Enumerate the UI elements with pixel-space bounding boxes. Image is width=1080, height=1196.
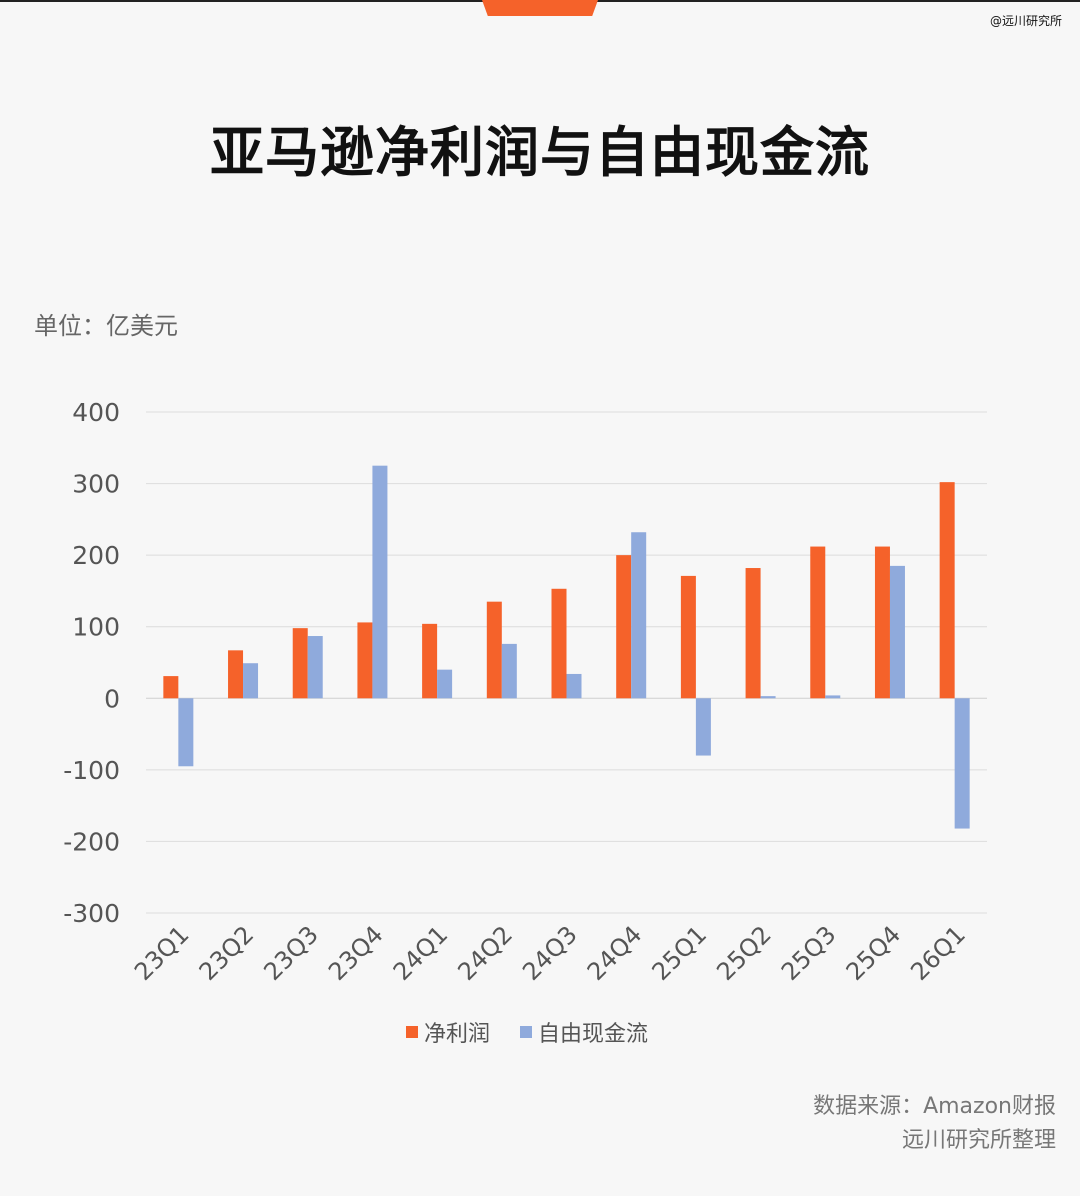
source-note: 数据来源：Amazon财报 远川研究所整理 <box>813 1090 1056 1158</box>
bar-fcf <box>954 698 970 829</box>
y-tick-label: 400 <box>72 398 120 427</box>
bar-fcf <box>631 532 647 699</box>
y-tick-label: 200 <box>72 541 120 570</box>
bar-fcf <box>501 643 517 699</box>
legend-item-fcf: 自由现金流 <box>520 1016 648 1048</box>
x-tick-label: 23Q2 <box>194 920 260 986</box>
bar-fcf <box>307 636 323 699</box>
y-tick-label: 0 <box>104 684 120 713</box>
bar-fcf <box>825 695 841 699</box>
bar-fcf <box>178 698 194 767</box>
bar-net-profit <box>874 546 890 699</box>
x-tick-label: 23Q1 <box>129 920 195 986</box>
bar-fcf <box>566 673 582 699</box>
bar-chart: 400 300 200 100 0 -100 -200 -300 23Q1 23Q2 23Q3 23Q… <box>63 398 987 986</box>
bar-net-profit <box>745 568 761 699</box>
chart-title: 亚马逊净利润与自由现金流 <box>210 121 870 184</box>
bar-net-profit <box>163 676 179 699</box>
bar-fcf <box>243 663 259 699</box>
y-tick-label: 300 <box>72 470 120 499</box>
bar-net-profit <box>292 628 308 699</box>
legend-label-net-profit: 净利润 <box>424 1022 491 1047</box>
source-line-2: 远川研究所整理 <box>901 1128 1056 1153</box>
legend-swatch-net-profit <box>406 1026 418 1038</box>
bar-fcf <box>695 698 711 756</box>
x-tick-label: 26Q1 <box>905 920 971 986</box>
bar-net-profit <box>357 622 373 699</box>
source-line-1: 数据来源：Amazon财报 <box>813 1094 1056 1119</box>
top-tab-accent <box>482 0 598 16</box>
unit-label: 单位：亿美元 <box>34 312 178 340</box>
legend-item-net-profit: 净利润 <box>406 1016 490 1048</box>
x-tick-label: 24Q2 <box>452 920 518 986</box>
bar-net-profit <box>810 546 826 699</box>
x-tick-label: 25Q1 <box>647 920 713 986</box>
y-tick-label: 100 <box>72 613 120 642</box>
bar-net-profit <box>680 575 696 699</box>
bar-fcf <box>760 696 776 699</box>
legend-swatch-fcf <box>520 1026 533 1038</box>
bar-fcf <box>889 565 905 699</box>
watermark: @远川研究所 <box>989 14 1062 28</box>
y-tick-label: -100 <box>63 756 120 785</box>
y-tick-label: -200 <box>63 827 120 856</box>
legend: 净利润 自由现金流 <box>406 1016 678 1048</box>
bar-net-profit <box>422 623 438 699</box>
x-tick-label: 24Q3 <box>517 920 583 986</box>
bar-net-profit <box>486 601 502 699</box>
bar-fcf <box>437 669 453 699</box>
bar-net-profit <box>939 482 955 699</box>
legend-label-fcf: 自由现金流 <box>538 1022 649 1047</box>
bar-fcf <box>372 465 388 699</box>
x-tick-label: 25Q4 <box>841 920 907 986</box>
x-tick-label: 24Q4 <box>582 920 648 986</box>
x-tick-label: 23Q4 <box>323 920 389 986</box>
bar-net-profit <box>616 555 632 699</box>
x-tick-label: 24Q1 <box>388 920 454 986</box>
x-tick-label: 25Q2 <box>711 920 777 986</box>
y-tick-label: -300 <box>63 899 120 928</box>
bar-net-profit <box>228 650 244 699</box>
bar-net-profit <box>551 588 567 699</box>
x-tick-label: 23Q3 <box>258 920 324 986</box>
x-tick-label: 25Q3 <box>776 920 842 986</box>
